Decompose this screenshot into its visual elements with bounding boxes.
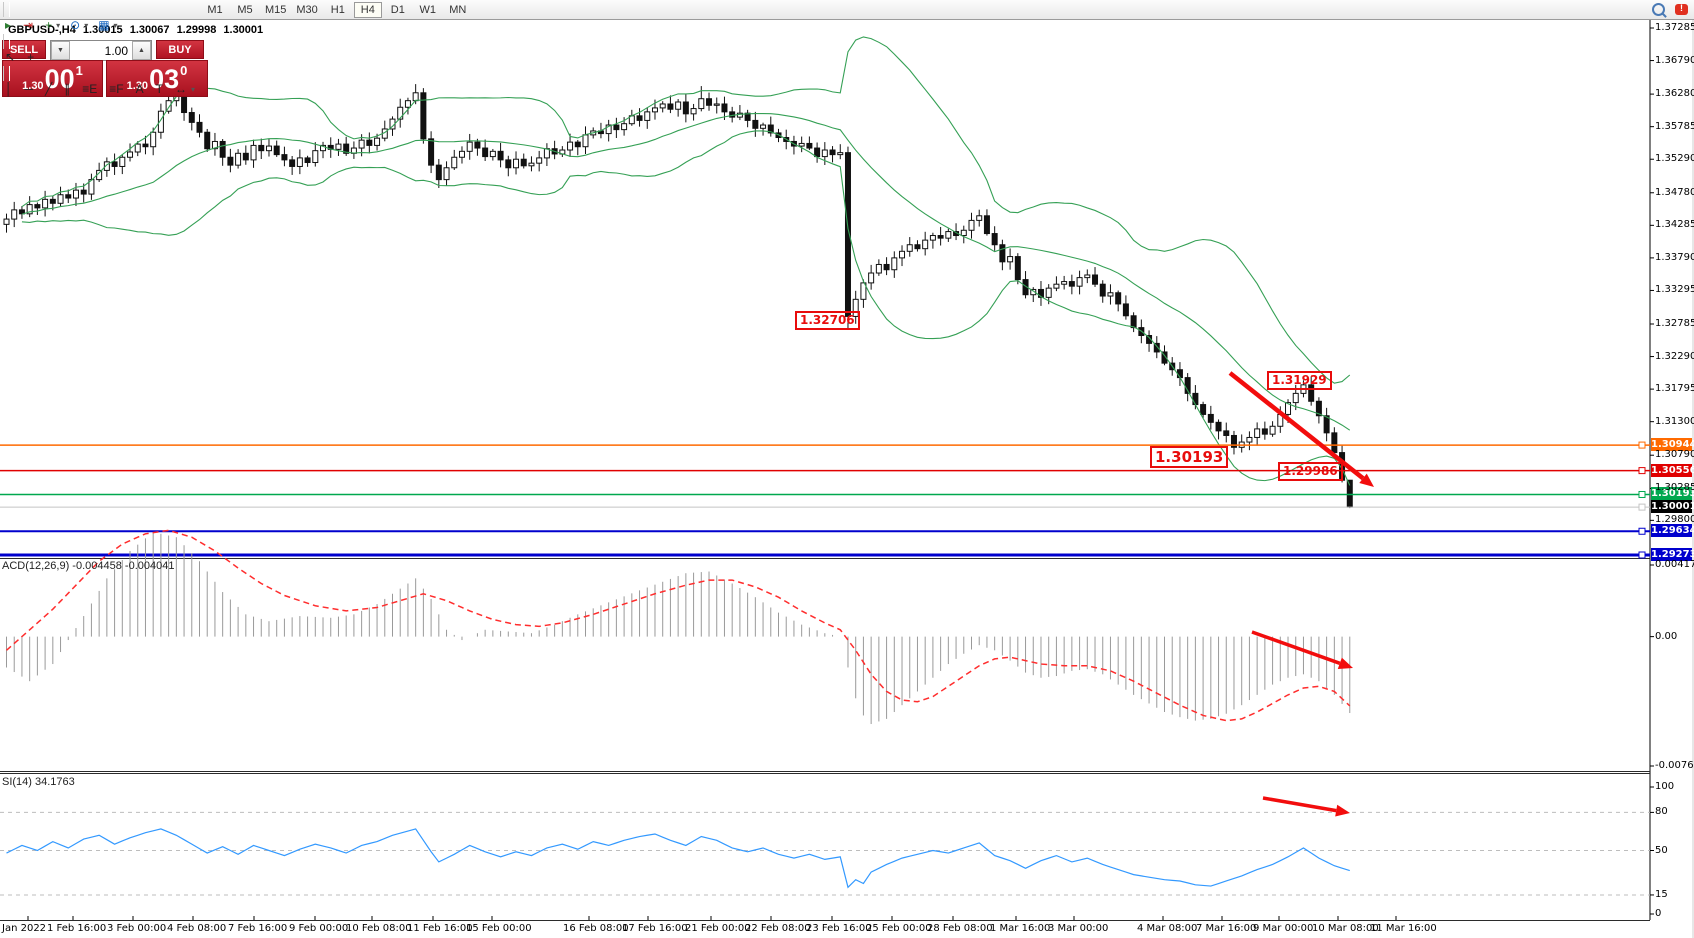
trend-arrow-3[interactable] (1262, 796, 1337, 813)
fibonacci-expansion-icon: ≡F (109, 82, 124, 96)
toolbar-buttons: ▤新订单◆▣◉●自动交易║◫╱⊕⊖⊞▸⇥+▾⊙▾▦▾↖+│─╱∥≡E≡FAT↔▾ (0, 0, 200, 98)
buy-price-pips: 03 (149, 64, 180, 94)
fibonacci-retracement-icon: ≡E (82, 82, 98, 96)
periods-icon: ⊙ (70, 18, 81, 32)
timeframe-button-m15[interactable]: M15 (264, 3, 287, 16)
add-indicator-icon: + (45, 18, 53, 32)
add-indicator-button[interactable]: + ▾ (41, 17, 64, 34)
notification-icon[interactable] (1675, 3, 1688, 15)
trend-arrow-head (1337, 657, 1353, 669)
search-icon[interactable] (1652, 3, 1665, 16)
horizontal-line-icon: ─ (24, 82, 34, 96)
auto-scroll-button[interactable]: ▸ (1, 17, 17, 34)
buy-button[interactable]: BUY (156, 40, 204, 59)
volume-stepper: ▼ ▲ (50, 40, 152, 61)
arrows-tool-dropdown-icon[interactable]: ▾ (190, 85, 195, 94)
timeframe-button-m30[interactable]: M30 (296, 3, 318, 16)
chart-shift-icon: ⇥ (23, 18, 34, 32)
timeframe-button-w1[interactable]: W1 (419, 3, 437, 16)
sell-button[interactable]: SELL (2, 40, 46, 59)
volume-input[interactable] (70, 41, 132, 60)
sell-price-base: 1.30 (22, 80, 44, 92)
trendline-icon: ╱ (45, 82, 53, 96)
quote-open: 1.30015 (82, 24, 123, 36)
add-indicator-dropdown-icon[interactable]: ▾ (56, 21, 61, 30)
volume-up-button[interactable]: ▲ (132, 41, 151, 60)
buy-price[interactable]: 1.30 03 0 (106, 60, 208, 97)
horizontal-line-button[interactable]: ─ (21, 81, 40, 98)
fibonacci-expansion-button[interactable]: ≡F (105, 81, 129, 98)
rsi-line (6, 828, 1350, 889)
trend-arrow-1[interactable] (1228, 371, 1365, 481)
toolbar: ▤新订单◆▣◉●自动交易║◫╱⊕⊖⊞▸⇥+▾⊙▾▦▾↖+│─╱∥≡E≡FAT↔▾… (0, 0, 1694, 96)
volume-down-button[interactable]: ▼ (51, 41, 70, 60)
trend-arrow-head (1359, 473, 1374, 487)
arrows-tool-icon: ↔ (174, 82, 187, 96)
timeframe-button-h4[interactable]: H4 (353, 1, 382, 18)
toolbar-separator (3, 2, 10, 17)
buy-price-point: 0 (180, 63, 188, 78)
auto-scroll-icon: ▸ (5, 18, 12, 32)
zoom-in-button[interactable]: ⊕ (1, 0, 21, 2)
text-label-icon: T (155, 82, 163, 96)
bollinger-upper (21, 36, 1351, 384)
text-label-button[interactable]: T (152, 81, 169, 98)
buy-price-base: 1.30 (126, 80, 149, 92)
arrows-tool-button[interactable]: ↔ ▾ (171, 81, 199, 98)
zoom-in-icon: ⊕ (5, 0, 15, 2)
bollinger-lower (21, 130, 1351, 486)
templates-dropdown-icon[interactable]: ▾ (113, 21, 118, 30)
cursor-icon: ↖ (5, 50, 16, 64)
crosshair-button[interactable]: + (23, 49, 40, 66)
sell-price-pips: 00 (44, 64, 75, 94)
timeframe-button-mn[interactable]: MN (449, 3, 467, 16)
tile-windows-icon: ⊞ (49, 0, 59, 2)
equidistant-channel-icon: ∥ (64, 82, 71, 96)
templates-icon: ▦ (98, 18, 110, 32)
quote-high: 1.30067 (129, 24, 170, 36)
equidistant-channel-button[interactable]: ∥ (60, 81, 76, 98)
zoom-out-button[interactable]: ⊖ (23, 0, 43, 2)
sell-price[interactable]: 1.30 00 1 (2, 60, 103, 97)
text-button[interactable]: A (132, 81, 150, 98)
periods-button[interactable]: ⊙ ▾ (66, 17, 92, 34)
timeframe-toolbar: M1 M5 M15 M30 H1 H4 D1 W1 MN (200, 1, 473, 18)
timeframe-button-m1[interactable]: M1 (207, 3, 223, 16)
quote-close: 1.30001 (223, 24, 264, 36)
symbol-period: GBPUSD-,H4 (8, 24, 76, 36)
periods-dropdown-icon[interactable]: ▾ (84, 21, 89, 30)
one-click-trading-panel: SELL ▼ ▲ BUY 1.30 00 1 1.30 03 0 (2, 40, 208, 97)
vertical-line-button[interactable]: │ (1, 81, 19, 98)
trendline-button[interactable]: ╱ (41, 81, 58, 98)
zoom-out-icon: ⊖ (27, 0, 37, 2)
toolbar-separator (3, 34, 10, 49)
toolbar-right (1652, 3, 1688, 16)
timeframe-button-d1[interactable]: D1 (390, 3, 405, 16)
timeframe-button-m5[interactable]: M5 (237, 3, 253, 16)
crosshair-icon: + (27, 50, 35, 64)
cursor-button[interactable]: ↖ (1, 49, 21, 66)
toolbar-separator (3, 66, 10, 81)
quote-low: 1.29998 (176, 24, 217, 36)
chart-shift-button[interactable]: ⇥ (19, 17, 39, 34)
text-icon: A (135, 82, 144, 96)
templates-button[interactable]: ▦ ▾ (94, 17, 121, 34)
vertical-line-icon: │ (5, 82, 13, 96)
quote-header: GBPUSD-,H4 1.30015 1.30067 1.29998 1.300… (8, 24, 267, 36)
tile-windows-button[interactable]: ⊞ (45, 0, 65, 2)
fibonacci-retracement-button[interactable]: ≡E (78, 81, 103, 98)
trend-arrow-head (1335, 804, 1350, 817)
trend-arrow-2[interactable] (1251, 630, 1341, 665)
timeframe-button-h1[interactable]: H1 (330, 3, 345, 16)
bollinger-middle (21, 112, 1351, 431)
candles (3, 84, 1353, 509)
sell-price-point: 1 (75, 63, 83, 78)
